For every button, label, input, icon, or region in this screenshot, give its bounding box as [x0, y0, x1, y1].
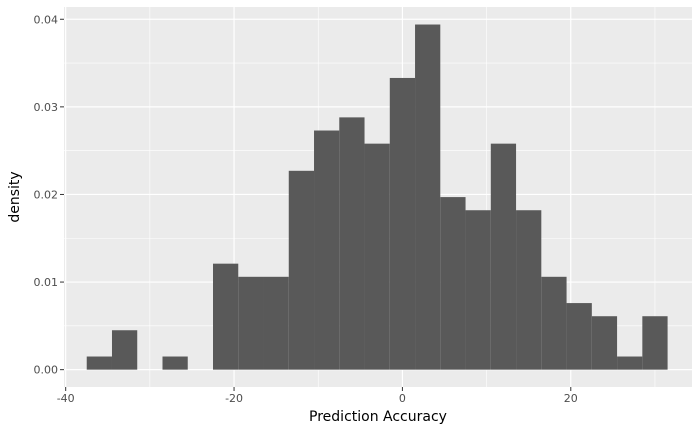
- y-tick-label: 0.04: [34, 13, 59, 26]
- x-axis-ticks: -40 -20 0 20: [57, 387, 578, 405]
- x-tick-label: -20: [225, 392, 243, 405]
- histogram-bar: [591, 316, 618, 370]
- histogram-bar: [288, 170, 315, 370]
- histogram-bar: [389, 77, 416, 370]
- histogram-bar: [339, 117, 365, 370]
- histogram-bar: [415, 24, 441, 370]
- histogram-bar: [516, 210, 542, 370]
- histogram-bar: [263, 276, 289, 370]
- histogram-bar: [566, 303, 592, 370]
- x-tick-label: -40: [57, 392, 75, 405]
- y-tick-label: 0.03: [34, 101, 59, 114]
- y-tick-label: 0.02: [34, 188, 59, 201]
- histogram-bar: [642, 316, 668, 370]
- y-axis-ticks: 0.00 0.01 0.02 0.03 0.04: [34, 13, 64, 377]
- histogram-bar: [162, 356, 188, 370]
- y-tick-label: 0.00: [34, 364, 59, 377]
- histogram-bar: [238, 276, 264, 370]
- histogram-bar: [490, 143, 517, 370]
- histogram-bars: [86, 24, 668, 370]
- histogram-bar: [314, 130, 340, 370]
- histogram-bar: [213, 263, 239, 370]
- y-tick-label: 0.01: [34, 276, 59, 289]
- histogram-bar: [111, 330, 138, 370]
- histogram-bar: [541, 276, 567, 370]
- histogram-bar: [440, 197, 466, 370]
- histogram-bar: [86, 356, 112, 370]
- x-tick-label: 20: [564, 392, 578, 405]
- histogram-bar: [465, 210, 491, 370]
- y-axis-title: density: [7, 171, 23, 222]
- histogram-bar: [617, 356, 643, 370]
- x-tick-label: 0: [399, 392, 406, 405]
- x-axis-title: Prediction Accuracy: [309, 409, 447, 425]
- histogram-bar: [364, 143, 390, 370]
